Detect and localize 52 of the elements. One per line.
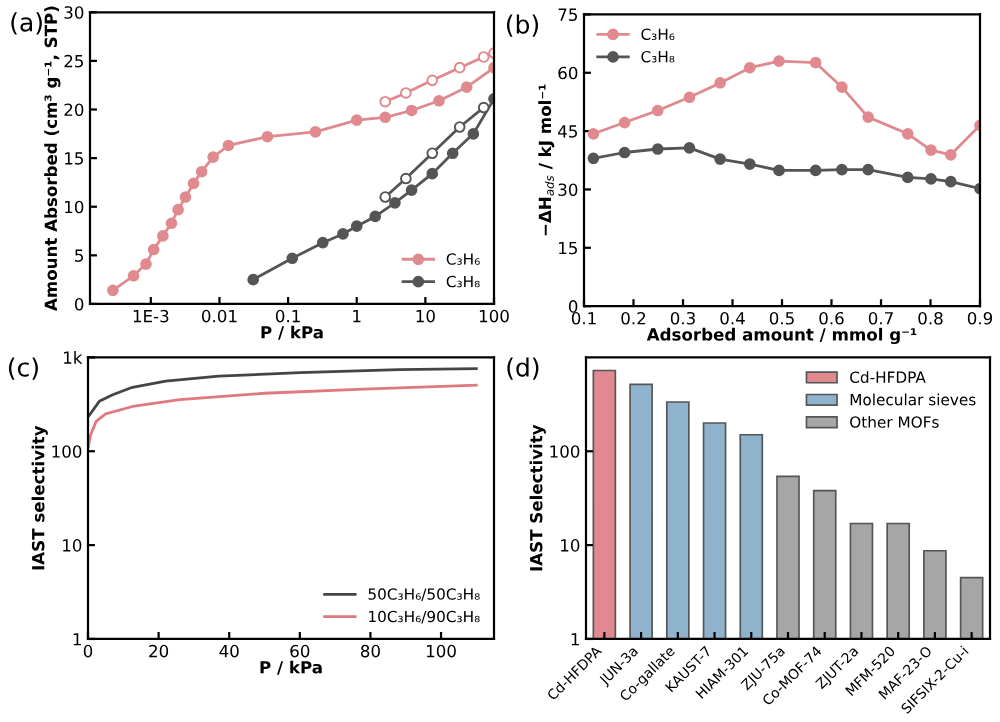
x-tick-label: 1E-3 — [133, 309, 169, 323]
x-axis-title: P / kPa — [261, 325, 323, 340]
x-tick-label: 0.8 — [918, 311, 943, 325]
text: (a) — [11, 12, 42, 35]
y-tick-label: 10 — [63, 539, 82, 552]
x-tick-label: 0 — [83, 644, 93, 658]
x-tick-label: 0.6 — [819, 311, 844, 325]
y-tick-label: 1k — [64, 351, 83, 364]
x-axis-title: Adsorbed amount / mmol g⁻¹ — [646, 327, 917, 345]
y-tick-label: 10 — [561, 539, 580, 552]
x-tick-label: 0.7 — [868, 311, 893, 325]
y-axis-title: IAST Selectivity — [529, 424, 546, 571]
y-axis-title: IAST selectivity — [31, 425, 48, 570]
x-axis-title: P / kPa — [260, 660, 322, 675]
x-tick-label: 0.3 — [670, 311, 695, 325]
x-tick-label: 0.01 — [202, 309, 237, 323]
y-tick-label: 1 — [571, 633, 579, 646]
x-tick-label: 1 — [353, 310, 361, 323]
x-tick-label: 40 — [219, 644, 239, 658]
y-tick-label: 30 — [64, 6, 84, 19]
y-tick-label: 15 — [65, 152, 83, 165]
y-tick-label: 15 — [559, 241, 577, 255]
x-tick-label: 0.1 — [275, 309, 300, 323]
y-tick-label: 30 — [558, 183, 578, 197]
x-tick-label: 100 — [479, 309, 509, 323]
y-tick-label: 100 — [52, 445, 82, 458]
x-tick-label: 0.4 — [720, 311, 745, 325]
y-tick-label: 0 — [568, 300, 578, 313]
y-tick-label: 100 — [550, 445, 580, 458]
y-axis-title: Amount Absorbed (cm³ g⁻¹, STP) — [44, 6, 61, 311]
x-tick-label: 0.5 — [769, 311, 794, 325]
y-tick-label: 45 — [558, 125, 577, 138]
x-tick-label: 0.1 — [571, 311, 596, 325]
text: (c) — [8, 357, 38, 380]
x-tick-label: 100 — [426, 644, 456, 658]
y-axis-title: −ΔH$_{ads}$ / kJ mol⁻¹ — [538, 84, 555, 236]
y-tick-label: 25 — [64, 54, 83, 68]
x-tick-label: 80 — [360, 644, 380, 658]
y-tick-label: 1 — [73, 633, 81, 646]
y-tick-label: 5 — [75, 249, 83, 262]
x-tick-label: 20 — [149, 644, 169, 658]
y-tick-label: 20 — [64, 103, 84, 117]
text: (b) — [506, 14, 539, 37]
y-tick-label: 75 — [558, 8, 577, 22]
y-tick-label: 0 — [74, 297, 84, 311]
x-tick-label: 0.2 — [621, 311, 646, 325]
x-tick-label: 10 — [416, 309, 435, 323]
y-tick-label: 10 — [65, 200, 84, 214]
x-tick-label: 0.9 — [967, 311, 993, 325]
y-tick-label: 60 — [558, 66, 578, 80]
x-tick-label: 60 — [290, 644, 310, 658]
text: (d) — [507, 357, 539, 380]
